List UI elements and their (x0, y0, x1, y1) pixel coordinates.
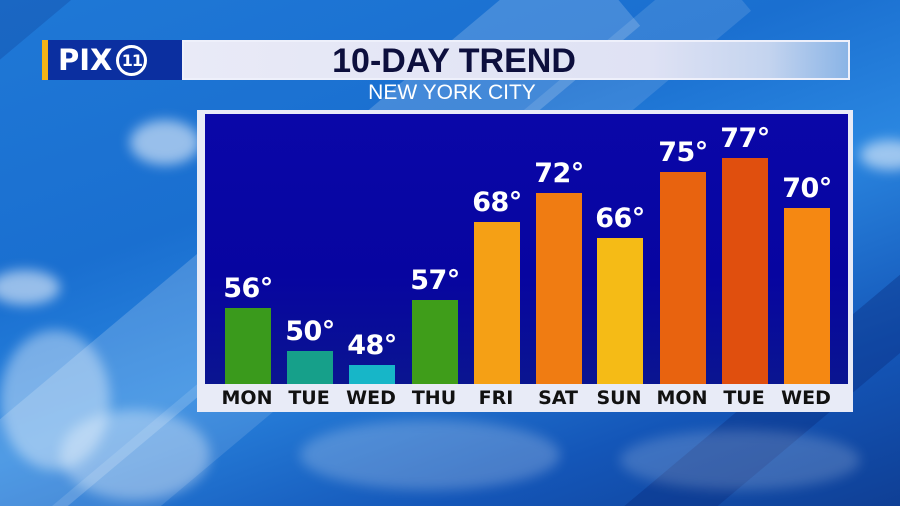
bar-value-label: 68° (472, 187, 522, 218)
bar-sun (597, 238, 643, 384)
logo-accent-stripe (42, 40, 48, 80)
bar-thu (412, 300, 458, 384)
logo-number-badge: 11 (116, 44, 148, 76)
bar-tue-1 (287, 351, 333, 384)
plot-area: 56° 50° 48° 57° 68° 72° 66° 75° 77° 70° (205, 114, 848, 384)
bar-value-label: 75° (658, 137, 708, 168)
x-axis-label: SUN (596, 387, 642, 409)
cloud (300, 420, 560, 490)
logo-text: PIX (58, 43, 113, 77)
x-axis-label: FRI (478, 387, 514, 409)
cloud (0, 330, 110, 470)
chart-title: 10-DAY TREND (332, 42, 576, 80)
bar-wed-2 (784, 208, 830, 384)
x-axis-label: TUE (288, 387, 330, 409)
bar-value-label: 77° (720, 123, 770, 154)
bar-wed-1 (349, 365, 395, 384)
x-axis-label: THU (411, 387, 457, 409)
chart-frame: 56° 50° 48° 57° 68° 72° 66° 75° 77° 70° … (197, 110, 853, 412)
station-logo: PIX 11 (42, 40, 182, 80)
bar-value-label: 57° (410, 265, 460, 296)
x-axis-label: WED (346, 387, 396, 409)
cloud (620, 430, 860, 490)
cloud (860, 140, 900, 170)
x-axis-label: MON (221, 387, 273, 409)
bar-fri (474, 222, 520, 384)
bar-sat (536, 193, 582, 384)
bar-mon-1 (225, 308, 271, 384)
title-bar: 10-DAY TREND (182, 40, 850, 80)
x-axis-label: WED (781, 387, 831, 409)
bar-value-label: 66° (595, 203, 645, 234)
x-axis-label: TUE (723, 387, 765, 409)
x-axis-label: MON (656, 387, 708, 409)
bar-value-label: 56° (223, 273, 273, 304)
bar-value-label: 48° (347, 330, 397, 361)
cloud (60, 410, 210, 500)
bar-value-label: 50° (285, 316, 335, 347)
bar-value-label: 70° (782, 173, 832, 204)
bar-value-label: 72° (534, 158, 584, 189)
chart-subtitle: NEW YORK CITY (368, 81, 536, 104)
cloud (130, 120, 200, 165)
x-axis-label: SAT (538, 387, 578, 409)
bar-mon-2 (660, 172, 706, 384)
cloud (0, 270, 60, 305)
bar-tue-2 (722, 158, 768, 384)
logo-number: 11 (121, 50, 143, 70)
